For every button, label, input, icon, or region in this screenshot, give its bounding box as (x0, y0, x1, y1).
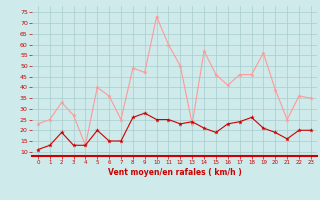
X-axis label: Vent moyen/en rafales ( km/h ): Vent moyen/en rafales ( km/h ) (108, 168, 241, 177)
